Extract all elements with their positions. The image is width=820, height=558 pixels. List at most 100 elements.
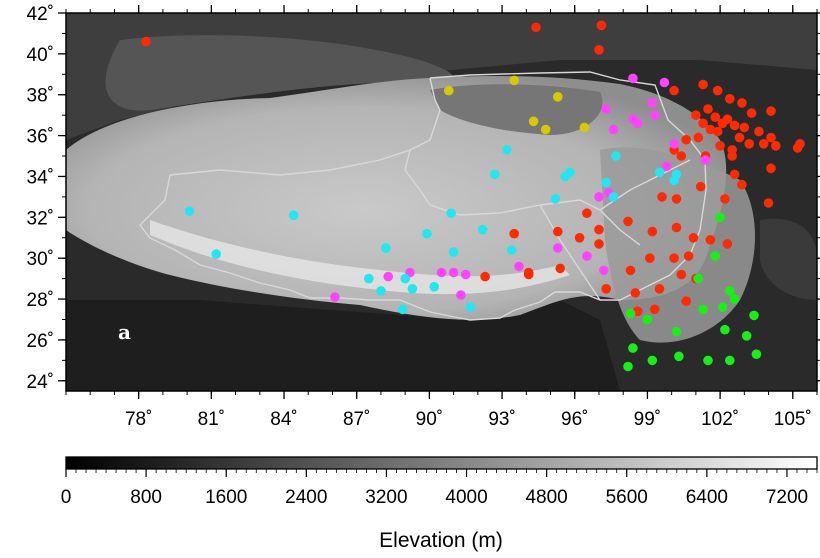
station-point-red — [681, 134, 691, 145]
colorbar-tick-label: 800 — [130, 487, 162, 508]
station-point-yellow — [528, 116, 539, 127]
station-point-red — [523, 267, 534, 278]
station-point-magenta — [582, 251, 592, 261]
station-point-red — [582, 208, 592, 218]
station-point-green — [625, 308, 636, 319]
colorbar-tick-label: 0 — [61, 487, 72, 508]
station-point-green — [674, 351, 684, 362]
station-point-red — [647, 226, 658, 237]
station-point-green — [671, 326, 682, 337]
station-point-magenta — [330, 292, 340, 302]
station-point-green — [715, 212, 725, 223]
lat-tick-label: 40˚ — [27, 45, 54, 66]
station-point-red — [688, 233, 699, 243]
station-point-red — [574, 233, 585, 243]
station-point-red — [763, 198, 774, 208]
station-point-red — [594, 224, 604, 235]
map-axes: 78˚ 81˚ 84˚ 87˚ 90˚ 93˚ 96˚ 99˚ 102˚ 105˚ 24˚ 26˚ 28… — [27, 4, 820, 430]
station-point-green — [628, 343, 638, 353]
station-point-magenta — [456, 290, 466, 300]
station-point-green — [729, 294, 740, 304]
station-point-magenta — [599, 265, 609, 276]
station-point-cyan — [446, 208, 457, 218]
station-point-magenta — [632, 118, 643, 129]
station-point-cyan — [288, 210, 299, 221]
station-point-cyan — [565, 167, 575, 178]
station-point-red — [645, 253, 655, 263]
lon-tick-label: 90˚ — [416, 409, 443, 430]
station-point-magenta — [448, 267, 459, 278]
station-point-green — [720, 324, 730, 335]
lon-tick-label: 78˚ — [125, 409, 152, 430]
station-point-magenta — [514, 261, 524, 272]
station-point-green — [642, 314, 653, 325]
station-point-green — [693, 273, 704, 284]
province-boundary-line — [539, 204, 601, 301]
lon-tick-label: 99˚ — [634, 409, 661, 430]
station-point-red — [594, 45, 604, 55]
colorbar-tick-label: 2400 — [285, 487, 327, 508]
station-point-red — [715, 141, 725, 151]
station-point-cyan — [429, 282, 440, 292]
province-boundary-line — [169, 149, 411, 176]
station-point-red — [720, 194, 730, 204]
station-point-magenta — [647, 98, 658, 108]
station-point-red — [596, 20, 607, 31]
lat-tick-label: 26˚ — [27, 331, 54, 352]
boundary-lines — [139, 71, 707, 321]
colorbar-tick-label: 4800 — [525, 487, 567, 508]
station-point-magenta — [608, 124, 619, 135]
lat-tick-label: 42˚ — [27, 4, 54, 25]
station-point-red — [703, 104, 713, 114]
station-point-cyan — [490, 169, 500, 180]
station-point-red — [654, 284, 665, 294]
station-point-cyan — [184, 206, 195, 216]
station-point-red — [725, 94, 735, 104]
station-point-red — [729, 120, 740, 131]
station-point-yellow — [553, 92, 563, 102]
colorbar — [65, 456, 818, 470]
lon-tick-label: 84˚ — [270, 409, 297, 430]
station-point-magenta — [659, 77, 670, 88]
station-point-cyan — [502, 145, 512, 155]
station-point-green — [647, 355, 658, 366]
station-point-red — [758, 139, 769, 149]
station-point-red — [649, 304, 660, 315]
station-point-magenta — [436, 267, 447, 278]
station-point-yellow — [540, 124, 551, 135]
colorbar-tick-label: 1600 — [205, 487, 247, 508]
station-point-green — [725, 355, 735, 366]
station-point-cyan — [422, 228, 432, 239]
station-point-red — [727, 151, 737, 161]
station-point-green — [710, 251, 721, 261]
station-point-cyan — [364, 273, 374, 284]
station-point-red — [795, 139, 805, 149]
station-point-red — [671, 194, 682, 204]
station-point-magenta — [700, 155, 711, 165]
lon-tick-label: 102˚ — [701, 409, 739, 430]
station-point-red — [691, 110, 701, 120]
station-point-red — [746, 108, 757, 118]
station-point-yellow — [579, 122, 590, 133]
station-point-red — [722, 114, 733, 124]
station-point-red — [698, 118, 708, 129]
colorbar-tick-label: 6400 — [686, 487, 728, 508]
colorbar-tick-label: 5600 — [606, 487, 648, 508]
station-point-cyan — [400, 273, 411, 284]
station-point-magenta — [662, 161, 672, 171]
plateau-boundary-line — [139, 71, 707, 321]
station-point-cyan — [608, 192, 619, 202]
station-point-magenta — [383, 271, 394, 282]
station-point-red — [734, 132, 745, 143]
station-point-red — [555, 263, 565, 274]
station-point-magenta — [553, 243, 563, 253]
station-point-cyan — [376, 286, 386, 296]
station-point-red — [712, 126, 723, 137]
lon-tick-label: 96˚ — [561, 409, 588, 430]
station-point-cyan — [211, 249, 221, 259]
station-point-magenta — [628, 73, 638, 84]
station-point-yellow — [509, 75, 519, 86]
station-point-green — [741, 331, 752, 341]
station-point-red — [695, 181, 706, 192]
